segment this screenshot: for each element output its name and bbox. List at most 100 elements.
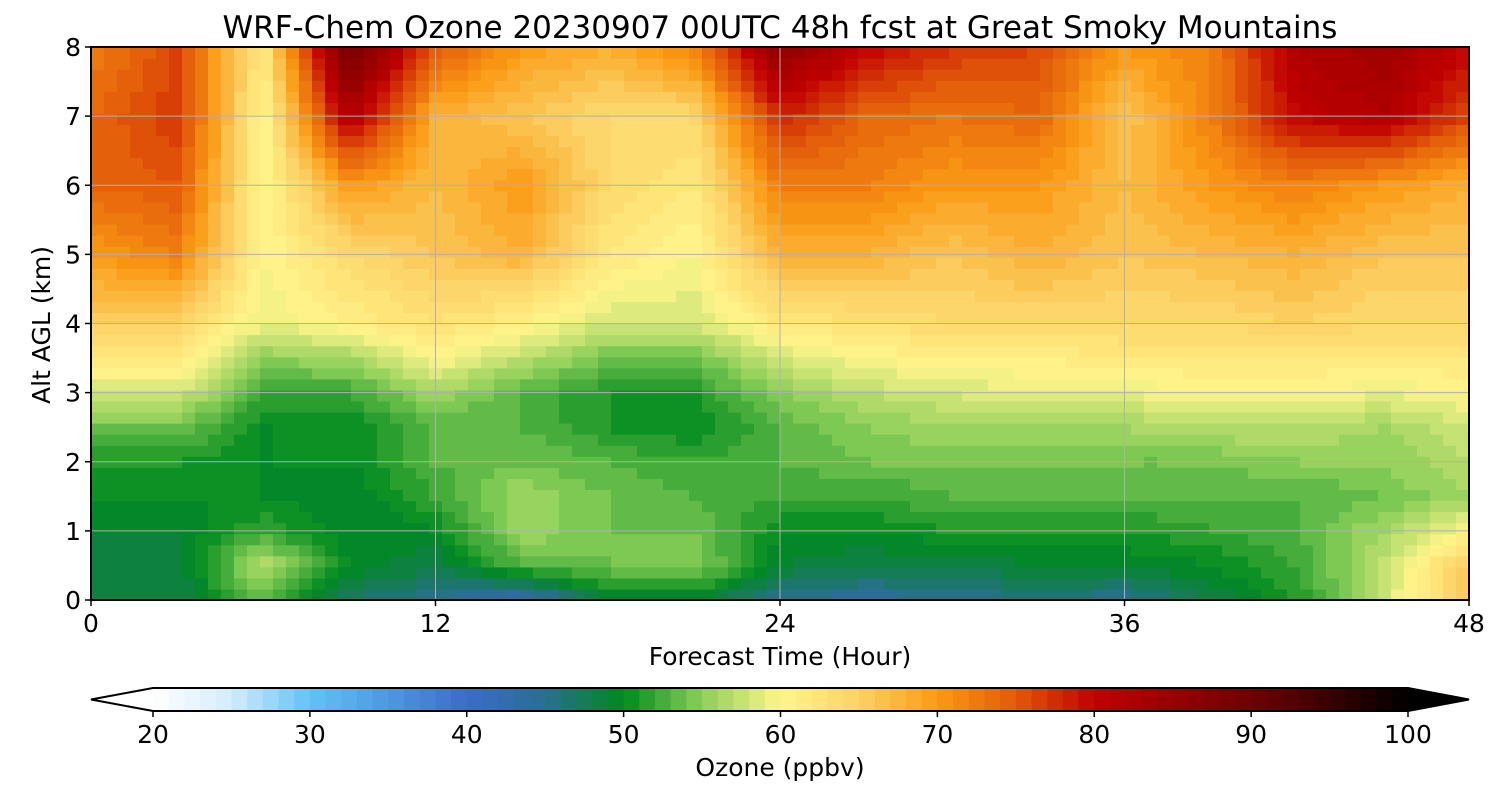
ozone-cell <box>1339 345 1353 358</box>
ozone-cell <box>1144 588 1158 601</box>
ozone-cell <box>234 588 248 601</box>
ozone-cell <box>1248 124 1262 137</box>
ozone-cell <box>1131 489 1145 502</box>
ozone-cell <box>247 411 261 424</box>
ozone-cell <box>1040 511 1054 524</box>
ozone-cell <box>1040 467 1054 479</box>
ozone-cell <box>1326 58 1340 70</box>
ozone-cell <box>962 190 976 203</box>
ozone-cell <box>832 312 846 325</box>
ozone-cell <box>117 356 131 369</box>
ozone-cell <box>1027 223 1041 236</box>
ozone-cell <box>949 411 963 424</box>
ozone-cell <box>1222 268 1236 280</box>
ozone-cell <box>520 511 534 524</box>
ozone-cell <box>702 312 716 325</box>
ozone-cell <box>260 400 274 413</box>
ozone-cell <box>1144 69 1158 81</box>
ozone-cell <box>195 91 209 103</box>
ozone-cell <box>1157 290 1171 302</box>
ozone-cell <box>416 323 430 336</box>
ozone-cell <box>1105 201 1119 214</box>
ozone-cell <box>416 533 430 546</box>
ozone-cell <box>650 378 664 391</box>
ozone-cell <box>1300 522 1314 535</box>
ozone-cell <box>403 577 417 590</box>
ozone-cell <box>1287 467 1301 479</box>
ozone-cell <box>1209 345 1223 358</box>
ozone-cell <box>650 168 664 181</box>
ozone-cell <box>975 367 989 380</box>
ozone-cell <box>624 157 638 170</box>
ozone-cell <box>1040 434 1054 446</box>
ozone-cell <box>117 168 131 181</box>
ozone-cell <box>598 434 612 446</box>
ozone-cell <box>897 223 911 236</box>
ozone-cell <box>1378 257 1392 269</box>
ozone-cell <box>845 235 859 247</box>
ozone-cell <box>1209 588 1223 601</box>
ozone-cell <box>1001 423 1015 435</box>
ozone-cell <box>468 157 482 170</box>
ozone-cell <box>1040 522 1054 535</box>
ozone-cell <box>481 378 495 391</box>
ozone-cell <box>1261 356 1275 369</box>
ozone-cell <box>715 168 729 181</box>
ozone-cell <box>897 533 911 546</box>
ozone-cell <box>910 268 924 280</box>
ozone-cell <box>559 378 573 391</box>
ozone-cell <box>1079 345 1093 358</box>
ozone-cell <box>494 235 508 247</box>
ozone-cell <box>1144 367 1158 380</box>
ozone-cell <box>1014 290 1028 302</box>
ozone-cell <box>1287 411 1301 424</box>
ozone-cell <box>468 478 482 490</box>
ozone-cell <box>1105 478 1119 490</box>
ozone-cell <box>338 478 352 490</box>
ozone-cell <box>234 511 248 524</box>
ozone-cell <box>169 478 183 490</box>
ozone-cell <box>390 268 404 280</box>
ozone-cell <box>507 312 521 325</box>
ozone-cell <box>520 334 534 347</box>
ozone-cell <box>377 434 391 446</box>
ozone-cell <box>195 201 209 214</box>
ozone-cell <box>1326 268 1340 280</box>
ozone-cell <box>689 588 703 601</box>
ozone-cell <box>377 279 391 291</box>
ozone-cell <box>1196 201 1210 214</box>
ozone-cell <box>182 268 196 280</box>
ozone-cell <box>1092 47 1106 59</box>
ozone-cell <box>182 334 196 347</box>
ozone-cell <box>1144 80 1158 92</box>
ozone-cell <box>416 423 430 435</box>
ozone-cell <box>819 489 833 502</box>
ozone-cell <box>325 367 339 380</box>
ozone-cell <box>637 91 651 103</box>
ozone-cell <box>572 411 586 424</box>
ozone-cell <box>130 511 144 524</box>
ozone-cell <box>702 489 716 502</box>
ozone-cell <box>975 279 989 291</box>
ozone-cell <box>299 500 313 513</box>
ozone-cell <box>1352 312 1366 325</box>
ozone-cell <box>481 58 495 70</box>
ozone-cell <box>221 445 235 457</box>
ozone-cell <box>1079 246 1093 258</box>
ozone-cell <box>208 500 222 513</box>
ozone-cell <box>377 301 391 314</box>
ozone-cell <box>897 588 911 601</box>
ozone-cell <box>988 345 1002 358</box>
ozone-cell <box>1378 367 1392 380</box>
ozone-cell <box>611 135 625 148</box>
ozone-cell <box>1287 201 1301 214</box>
ozone-cell <box>468 47 482 59</box>
ozone-cell <box>1014 91 1028 103</box>
ozone-cell <box>650 367 664 380</box>
ozone-cell <box>624 257 638 269</box>
ozone-cell <box>468 201 482 214</box>
ozone-cell <box>1300 113 1314 126</box>
ozone-cell <box>247 577 261 590</box>
ozone-cell <box>1274 478 1288 490</box>
ozone-cell <box>624 411 638 424</box>
